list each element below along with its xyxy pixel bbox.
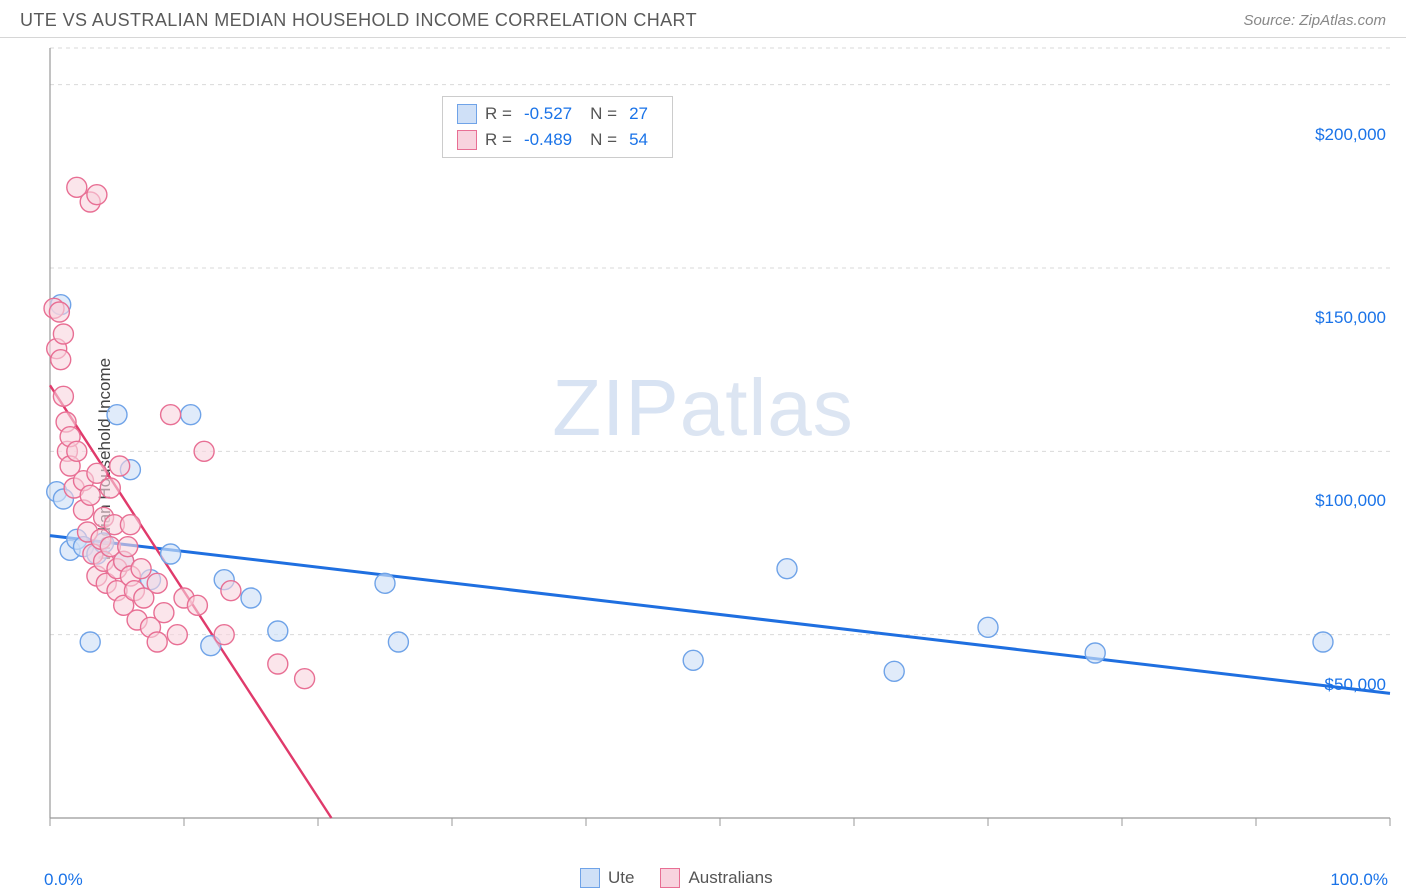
data-point-australians [221,581,241,601]
data-point-ute [241,588,261,608]
data-point-australians [110,456,130,476]
stats-row-ute: R = -0.527N = 27 [457,101,658,127]
data-point-australians [194,441,214,461]
data-point-ute [978,617,998,637]
data-point-australians [51,350,71,370]
x-axis-max-label: 100.0% [1330,870,1388,890]
data-point-ute [181,405,201,425]
data-point-ute [107,405,127,425]
data-point-australians [120,515,140,535]
data-point-australians [167,625,187,645]
data-point-ute [683,650,703,670]
legend-item-australians: Australians [660,868,772,888]
swatch-icon [457,104,477,124]
data-point-australians [147,632,167,652]
chart-header: UTE VS AUSTRALIAN MEDIAN HOUSEHOLD INCOM… [0,0,1406,38]
swatch-icon [660,868,680,888]
data-point-australians [131,559,151,579]
y-tick-label: $100,000 [1315,491,1386,511]
data-point-ute [1085,643,1105,663]
data-point-australians [147,573,167,593]
correlation-stats-legend: R = -0.527N = 27R = -0.489N = 54 [442,96,673,158]
data-point-australians [295,669,315,689]
scatter-plot [0,38,1406,880]
data-point-ute [80,632,100,652]
data-point-australians [67,441,87,461]
data-point-ute [388,632,408,652]
chart-source: Source: ZipAtlas.com [1243,12,1386,29]
data-point-australians [100,478,120,498]
regression-line-ute [50,536,1390,694]
data-point-ute [884,661,904,681]
data-point-australians [187,595,207,615]
chart-area: Median Household Income ZIPatlas R = -0.… [0,38,1406,880]
stats-row-australians: R = -0.489N = 54 [457,127,658,153]
data-point-ute [1313,632,1333,652]
data-point-australians [49,302,69,322]
y-tick-label: $150,000 [1315,308,1386,328]
y-tick-label: $200,000 [1315,125,1386,145]
swatch-icon [580,868,600,888]
data-point-australians [80,485,100,505]
data-point-australians [53,324,73,344]
data-point-ute [268,621,288,641]
data-point-australians [154,603,174,623]
swatch-icon [457,130,477,150]
legend-item-ute: Ute [580,868,634,888]
data-point-australians [214,625,234,645]
data-point-ute [375,573,395,593]
chart-title: UTE VS AUSTRALIAN MEDIAN HOUSEHOLD INCOM… [20,10,697,31]
data-point-australians [161,405,181,425]
y-tick-label: $50,000 [1325,675,1386,695]
data-point-australians [87,185,107,205]
data-point-australians [118,537,138,557]
data-point-australians [53,386,73,406]
series-legend: Ute Australians [580,868,773,888]
data-point-australians [268,654,288,674]
data-point-ute [777,559,797,579]
x-axis-min-label: 0.0% [44,870,83,890]
data-point-ute [161,544,181,564]
